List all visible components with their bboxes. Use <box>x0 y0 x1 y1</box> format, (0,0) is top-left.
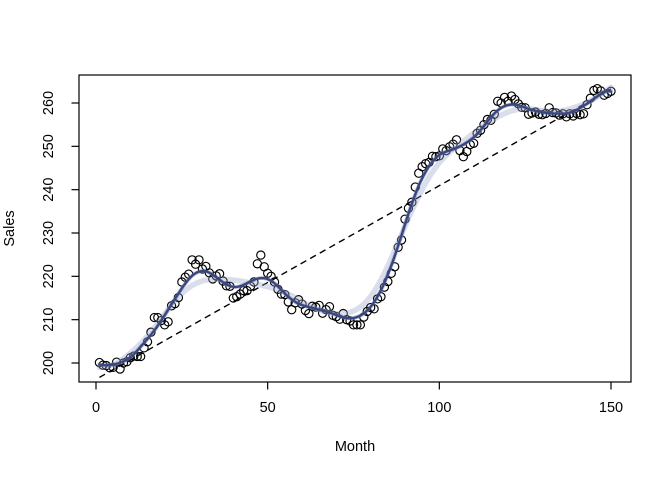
y-tick-label: 260 <box>41 91 57 115</box>
loess-halo-outer <box>96 84 614 371</box>
plot-box <box>78 74 632 383</box>
data-point <box>280 289 290 300</box>
y-tick-label: 230 <box>41 221 57 245</box>
x-tick-label: 100 <box>427 400 451 416</box>
y-tick-label: 200 <box>41 351 57 375</box>
x-tick-label: 150 <box>599 400 623 416</box>
x-axis: 0 50 100 150 <box>92 382 623 416</box>
x-tick-label: 50 <box>260 400 276 416</box>
data-point <box>256 250 266 260</box>
data-point <box>304 308 314 319</box>
data-point <box>355 320 366 330</box>
data-point <box>194 255 204 265</box>
linear-fit-line <box>99 88 612 379</box>
data-point <box>348 320 359 330</box>
axes <box>78 74 632 383</box>
data-point <box>489 109 499 119</box>
y-tick-label: 210 <box>41 308 57 332</box>
y-tick-label: 240 <box>41 178 57 202</box>
plot-generated-layers: 0 50 100 150 200 210 220 230 240 250 260 <box>41 74 632 416</box>
data-point <box>352 320 362 330</box>
data-point <box>578 109 589 119</box>
loess-smooth <box>96 84 614 371</box>
data-point <box>506 91 517 101</box>
data-point <box>451 135 462 145</box>
y-axis-title: Sales <box>2 210 18 246</box>
data-point <box>163 317 173 327</box>
data-point <box>575 110 585 120</box>
data-points <box>94 84 616 374</box>
loess-core-line <box>98 90 613 367</box>
y-axis: 200 210 220 230 240 250 260 <box>41 91 79 375</box>
x-tick-label: 0 <box>92 400 100 416</box>
x-axis-title: Month <box>335 439 375 455</box>
y-tick-label: 220 <box>41 264 57 288</box>
data-point <box>135 351 146 362</box>
y-tick-label: 250 <box>41 134 57 158</box>
